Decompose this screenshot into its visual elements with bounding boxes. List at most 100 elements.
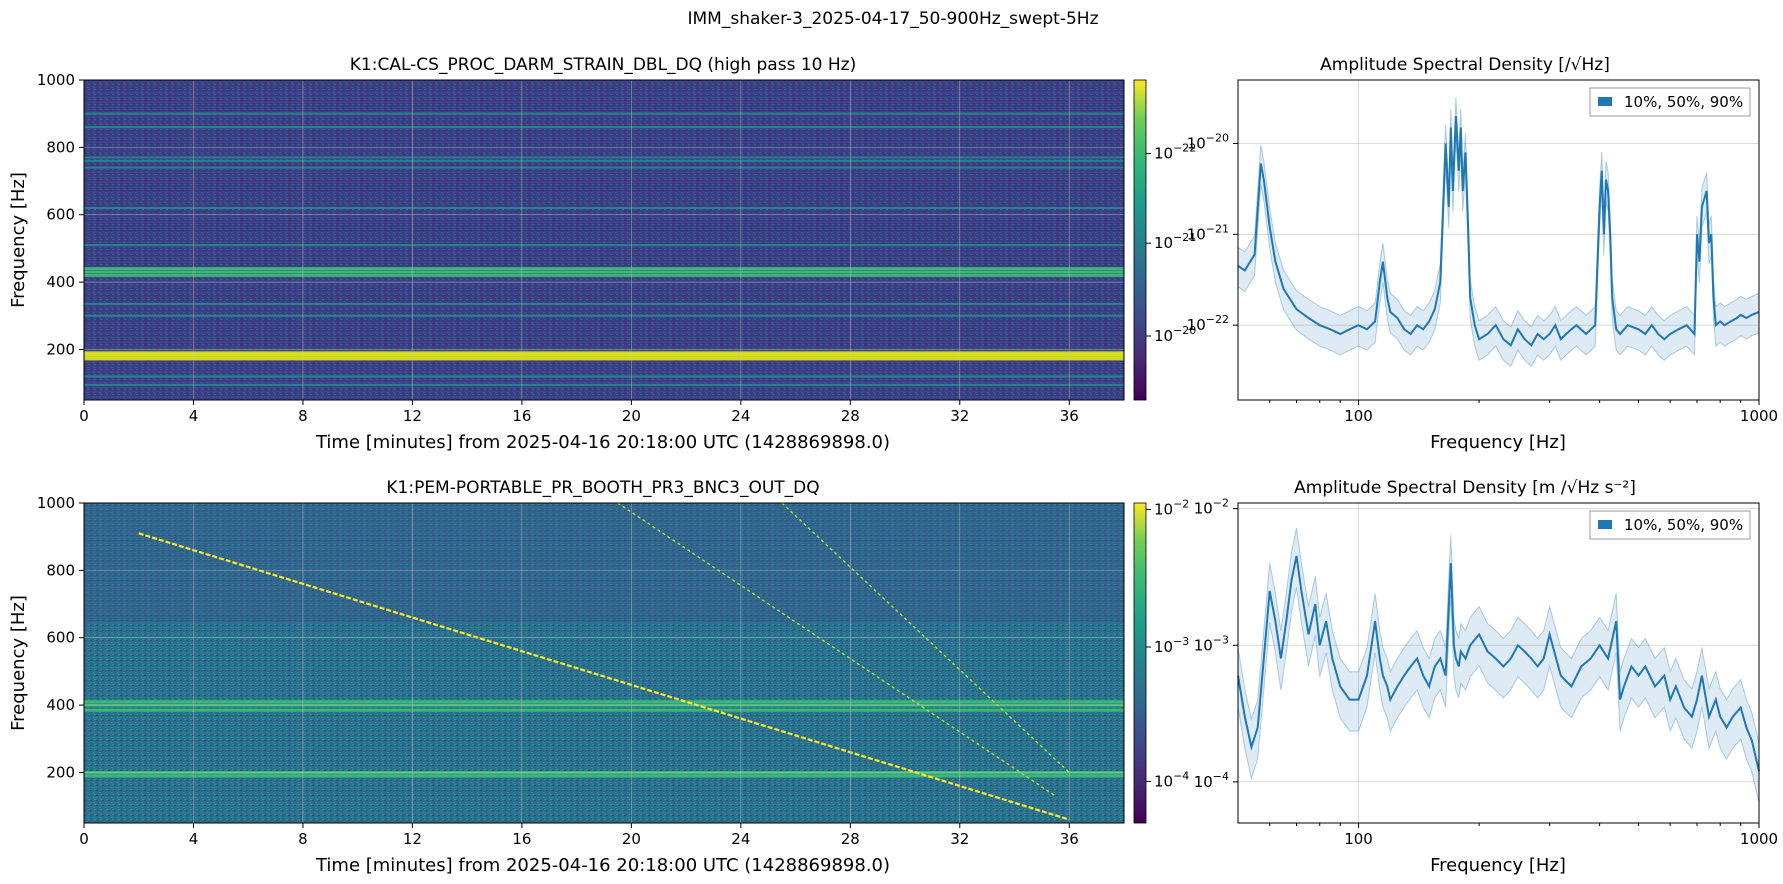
pem-spectrogram-sweep-fundamental [138, 532, 1070, 821]
pem-asd-legend-label: 10%, 50%, 90% [1624, 516, 1743, 534]
darm-spectrogram-line-strong [84, 273, 1124, 277]
darm-spectrogram-ylabel: Frequency [Hz] [8, 172, 29, 308]
darm-asd-legend-swatch [1598, 97, 1612, 106]
darm-spectrogram-colorbar-tick-label: 10−22 [1154, 142, 1196, 163]
darm-asd-ytick-label: 10−21 [1187, 222, 1229, 243]
pem-spectrogram-xtick-label: 8 [298, 830, 308, 848]
pem-asd-plot: Amplitude Spectral Density [m /√Hz s⁻²] … [1194, 478, 1778, 876]
pem-asd-legend: 10%, 50%, 90% [1589, 510, 1751, 540]
darm-asd-median-line [1237, 116, 1760, 347]
pem-spectrogram-line-strong [84, 774, 1124, 778]
darm-spectrogram-line-strong [84, 270, 1124, 274]
darm-spectrogram-ytick-label: 200 [46, 340, 75, 358]
darm-spectrogram-line-moderate [84, 156, 1124, 159]
pem-spectrogram-ytick-label: 800 [46, 561, 75, 579]
darm-spectrogram-line-strong [84, 355, 1124, 359]
darm-asd-xtick-label: 1000 [1740, 407, 1778, 425]
pem-spectrogram-xtick-label: 0 [79, 830, 89, 848]
pem-spectrogram-line-strong [84, 708, 1124, 712]
darm-asd-area [1238, 80, 1759, 400]
pem-spectrogram-ylabel: Frequency [Hz] [8, 595, 29, 731]
darm-spectrogram-title: K1:CAL-CS_PROC_DARM_STRAIN_DBL_DQ (high … [350, 55, 856, 75]
pem-spectrogram-xtick-label: 32 [950, 830, 969, 848]
pem-spectrogram-colorbar-tick-label: 10−3 [1154, 635, 1189, 656]
darm-asd-frame [1237, 79, 1760, 401]
darm-spectrogram-line-moderate [84, 375, 1124, 378]
pem-spectrogram-xtick-label: 4 [189, 830, 199, 848]
darm-spectrogram: K1:CAL-CS_PROC_DARM_STRAIN_DBL_DQ (high … [8, 55, 1196, 453]
pem-asd-ytick-label: 10−3 [1194, 633, 1229, 654]
pem-spectrogram-colorbar-tick-label: 10−4 [1154, 769, 1189, 790]
pem-spectrogram-line-strong [84, 700, 1124, 704]
darm-spectrogram-frame [83, 79, 1125, 401]
pem-spectrogram-background [84, 503, 1124, 823]
darm-asd-ytick-label: 10−22 [1187, 313, 1229, 334]
darm-spectrogram-line-moderate [84, 244, 1124, 247]
pem-asd-median-line [1237, 555, 1760, 772]
darm-spectrogram-xtick-label: 0 [79, 407, 89, 425]
darm-spectrogram-line-moderate [84, 166, 1124, 169]
darm-spectrogram-line-moderate [84, 303, 1124, 305]
pem-asd-legend-swatch [1598, 520, 1612, 529]
darm-spectrogram-xtick-label: 24 [731, 407, 750, 425]
darm-asd-legend: 10%, 50%, 90% [1589, 87, 1751, 117]
pem-asd-xtick-label: 1000 [1740, 830, 1778, 848]
pem-spectrogram-xlabel: Time [minutes] from 2025-04-16 20:18:00 … [315, 855, 890, 876]
pem-asd-xtick-label: 100 [1344, 830, 1373, 848]
darm-spectrogram-line-moderate [84, 126, 1124, 129]
pem-spectrogram-xtick-label: 12 [403, 830, 422, 848]
darm-asd-legend-label: 10%, 50%, 90% [1624, 93, 1743, 111]
darm-colorbar [1133, 79, 1147, 401]
darm-asd-xlabel: Frequency [Hz] [1430, 432, 1566, 453]
darm-spectrogram-line-strong [84, 267, 1124, 271]
darm-spectrogram-line-strong [84, 357, 1124, 361]
darm-spectrogram-line-moderate [84, 383, 1124, 386]
darm-spectrogram-line-moderate [84, 159, 1124, 162]
pem-colorbar [1133, 502, 1147, 824]
darm-spectrogram-ytick-label: 400 [46, 273, 75, 291]
darm-spectrogram-xtick-label: 4 [189, 407, 199, 425]
pem-asd-title: Amplitude Spectral Density [m /√Hz s⁻²] [1294, 478, 1636, 498]
pem-spectrogram-ytick-label: 200 [46, 763, 75, 781]
pem-asd-area [1238, 503, 1759, 823]
darm-asd-ytick-label: 10−20 [1187, 131, 1229, 152]
pem-spectrogram-colorbar-tick-label: 10−2 [1154, 497, 1189, 518]
pem-asd-ytick-label: 10−2 [1194, 497, 1229, 518]
pem-spectrogram-xtick-label: 28 [841, 830, 860, 848]
darm-spectrogram-line-strong [84, 351, 1124, 355]
darm-spectrogram-xtick-label: 16 [512, 407, 531, 425]
darm-spectrogram-ytick-label: 1000 [37, 71, 75, 89]
pem-spectrogram: K1:PEM-PORTABLE_PR_BOOTH_PR3_BNC3_OUT_DQ… [8, 478, 1189, 876]
darm-spectrogram-xtick-label: 36 [1060, 407, 1079, 425]
pem-spectrogram-xtick-label: 24 [731, 830, 750, 848]
pem-spectrogram-xtick-label: 16 [512, 830, 531, 848]
pem-spectrogram-sweep-harmonic [617, 502, 1056, 797]
darm-asd-xtick-label: 100 [1344, 407, 1373, 425]
pem-asd-frame [1237, 502, 1760, 824]
darm-spectrogram-xtick-label: 32 [950, 407, 969, 425]
pem-spectrogram-ytick-label: 400 [46, 696, 75, 714]
darm-spectrogram-xtick-label: 8 [298, 407, 308, 425]
darm-asd-plot: Amplitude Spectral Density [/√Hz] 100 100… [1187, 55, 1778, 453]
pem-asd-xlabel: Frequency [Hz] [1430, 855, 1566, 876]
pem-spectrogram-xtick-label: 20 [622, 830, 641, 848]
pem-spectrogram-frame [83, 502, 1125, 824]
pem-asd-ytick-label: 10−4 [1194, 770, 1229, 791]
darm-spectrogram-background [84, 80, 1124, 400]
darm-spectrogram-line-moderate [84, 314, 1124, 317]
darm-spectrogram-line-strong [84, 353, 1124, 357]
darm-spectrogram-xtick-label: 20 [622, 407, 641, 425]
darm-spectrogram-ytick-label: 600 [46, 206, 75, 224]
darm-spectrogram-colorbar-tick-label: 10−20 [1154, 324, 1196, 345]
pem-spectrogram-xtick-label: 36 [1060, 830, 1079, 848]
pem-spectrogram-title: K1:PEM-PORTABLE_PR_BOOTH_PR3_BNC3_OUT_DQ [386, 478, 819, 498]
darm-spectrogram-colorbar-tick-label: 10−21 [1154, 231, 1196, 252]
pem-spectrogram-ytick-label: 1000 [37, 494, 75, 512]
darm-spectrogram-xtick-label: 28 [841, 407, 860, 425]
darm-spectrogram-line-moderate [84, 112, 1124, 115]
darm-spectrogram-xlabel: Time [minutes] from 2025-04-16 20:18:00 … [315, 432, 890, 453]
darm-spectrogram-line-moderate [84, 207, 1124, 209]
darm-asd-title: Amplitude Spectral Density [/√Hz] [1320, 55, 1610, 75]
darm-spectrogram-xtick-label: 12 [403, 407, 422, 425]
